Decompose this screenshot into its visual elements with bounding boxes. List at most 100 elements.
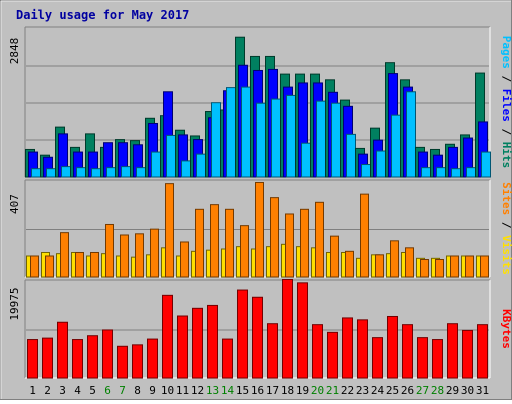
bar-pages-day-21 bbox=[331, 102, 341, 178]
chart-panels: 2848 Pages / Files / Hits 407 Sites / Visit… bbox=[8, 26, 512, 379]
panel-legend: Sites / Visits bbox=[500, 182, 512, 275]
bar-sites-day-4 bbox=[75, 251, 84, 278]
bar-pages-day-6 bbox=[106, 167, 116, 178]
bar-pages-day-26 bbox=[406, 91, 416, 178]
bar-kbytes-day-1 bbox=[27, 339, 38, 379]
bar-pages-day-10 bbox=[166, 134, 176, 178]
bar-kbytes-day-19 bbox=[297, 282, 308, 379]
chart-title: Daily usage for May 2017 bbox=[16, 8, 189, 22]
x-tick-label-day-30: 30 bbox=[461, 384, 474, 397]
bar-sites-day-22 bbox=[345, 250, 354, 278]
bar-pages-day-9 bbox=[151, 151, 161, 178]
bar-sites-day-21 bbox=[330, 235, 339, 278]
y-max-label: 2848 bbox=[8, 38, 21, 65]
bar-pages-day-19 bbox=[301, 142, 311, 178]
bar-pages-day-13 bbox=[211, 102, 221, 178]
x-tick-label-day-12: 12 bbox=[191, 384, 204, 397]
bar-kbytes-day-2 bbox=[42, 337, 53, 379]
x-tick-label-day-19: 19 bbox=[296, 384, 309, 397]
x-tick-label-day-29: 29 bbox=[446, 384, 459, 397]
bar-pages-day-12 bbox=[196, 153, 206, 178]
bar-kbytes-day-20 bbox=[312, 324, 323, 379]
bar-pages-day-5 bbox=[91, 168, 101, 178]
bar-pages-day-8 bbox=[136, 167, 146, 178]
legend-entry: Sites bbox=[500, 182, 512, 215]
bar-pages-day-18 bbox=[286, 94, 296, 178]
x-tick-label-day-13: 13 bbox=[206, 384, 219, 397]
bar-kbytes-day-22 bbox=[342, 317, 353, 379]
bar-kbytes-day-10 bbox=[162, 294, 173, 379]
bar-sites-day-5 bbox=[90, 251, 99, 278]
x-tick-label-day-10: 10 bbox=[161, 384, 174, 397]
bar-sites-day-20 bbox=[315, 201, 324, 278]
bar-pages-day-27 bbox=[421, 167, 431, 178]
bar-pages-day-14 bbox=[226, 87, 236, 178]
bar-kbytes-day-27 bbox=[417, 337, 428, 379]
x-tick-label-day-31: 31 bbox=[476, 384, 489, 397]
bar-sites-day-9 bbox=[150, 228, 159, 278]
bar-sites-day-1 bbox=[30, 255, 39, 278]
bar-kbytes-day-4 bbox=[72, 339, 83, 379]
bar-kbytes-day-18 bbox=[282, 278, 293, 379]
bar-pages-day-23 bbox=[361, 164, 371, 178]
x-tick-label-day-1: 1 bbox=[29, 384, 36, 397]
bar-sites-day-16 bbox=[255, 181, 264, 278]
bar-kbytes-day-28 bbox=[432, 339, 443, 379]
bar-pages-day-20 bbox=[316, 100, 326, 178]
bar-sites-day-10 bbox=[165, 183, 174, 278]
panel-kbytes: 19975 KBytes bbox=[8, 278, 512, 379]
bar-kbytes-day-21 bbox=[327, 331, 338, 379]
bar-sites-day-28 bbox=[435, 258, 444, 278]
x-axis-day-labels: 1 2 3 4 5 6 7 8 9 10 11 12 13 14 15 16 17 18 19 20 21 22 23 24 2… bbox=[29, 384, 489, 397]
legend-entry: Pages bbox=[500, 36, 512, 69]
bar-sites-day-17 bbox=[270, 197, 279, 278]
y-max-label: 19975 bbox=[8, 287, 21, 320]
bar-sites-day-13 bbox=[210, 204, 219, 278]
x-tick-label-day-28: 28 bbox=[431, 384, 444, 397]
x-tick-label-day-2: 2 bbox=[44, 384, 51, 397]
bar-sites-day-12 bbox=[195, 208, 204, 278]
bar-kbytes-day-23 bbox=[357, 319, 368, 379]
bar-sites-day-25 bbox=[390, 240, 399, 278]
legend-entry: / bbox=[500, 122, 512, 142]
bar-pages-day-2 bbox=[46, 168, 56, 178]
x-tick-label-day-7: 7 bbox=[119, 384, 126, 397]
y-max-label: 407 bbox=[8, 194, 21, 214]
bar-pages-day-30 bbox=[466, 167, 476, 178]
bar-pages-day-28 bbox=[436, 167, 446, 178]
bar-sites-day-6 bbox=[105, 223, 114, 278]
bar-sites-day-8 bbox=[135, 233, 144, 278]
bar-sites-day-11 bbox=[180, 241, 189, 278]
bar-pages-day-11 bbox=[181, 160, 191, 178]
bar-kbytes-day-24 bbox=[372, 337, 383, 379]
x-tick-label-day-27: 27 bbox=[416, 384, 429, 397]
bar-pages-day-7 bbox=[121, 166, 131, 178]
legend-entry: Hits bbox=[500, 142, 512, 169]
x-tick-label-day-20: 20 bbox=[311, 384, 324, 397]
bar-kbytes-day-17 bbox=[267, 323, 278, 379]
bar-sites-day-30 bbox=[465, 255, 474, 278]
legend-entry: KBytes bbox=[500, 309, 512, 349]
x-tick-label-day-3: 3 bbox=[59, 384, 66, 397]
bar-pages-day-24 bbox=[376, 150, 386, 178]
bar-kbytes-day-11 bbox=[177, 315, 188, 379]
bar-sites-day-24 bbox=[375, 254, 384, 278]
panel-hits: 2848 Pages / Files / Hits bbox=[8, 26, 512, 178]
bar-kbytes-day-29 bbox=[447, 323, 458, 379]
x-tick-label-day-16: 16 bbox=[251, 384, 264, 397]
bar-kbytes-day-31 bbox=[477, 324, 488, 379]
bar-sites-day-2 bbox=[45, 255, 54, 278]
bar-kbytes-day-16 bbox=[252, 296, 263, 379]
x-tick-label-day-25: 25 bbox=[386, 384, 399, 397]
legend-entry: Files bbox=[500, 89, 512, 122]
bar-sites-day-31 bbox=[480, 255, 489, 278]
bar-sites-day-26 bbox=[405, 247, 414, 278]
bar-pages-day-29 bbox=[451, 168, 461, 178]
bar-pages-day-17 bbox=[271, 98, 281, 178]
bar-pages-day-31 bbox=[481, 151, 491, 178]
x-tick-label-day-4: 4 bbox=[74, 384, 81, 397]
bar-kbytes-day-25 bbox=[387, 315, 398, 379]
bar-pages-day-25 bbox=[391, 114, 401, 178]
bar-kbytes-day-12 bbox=[192, 307, 203, 379]
